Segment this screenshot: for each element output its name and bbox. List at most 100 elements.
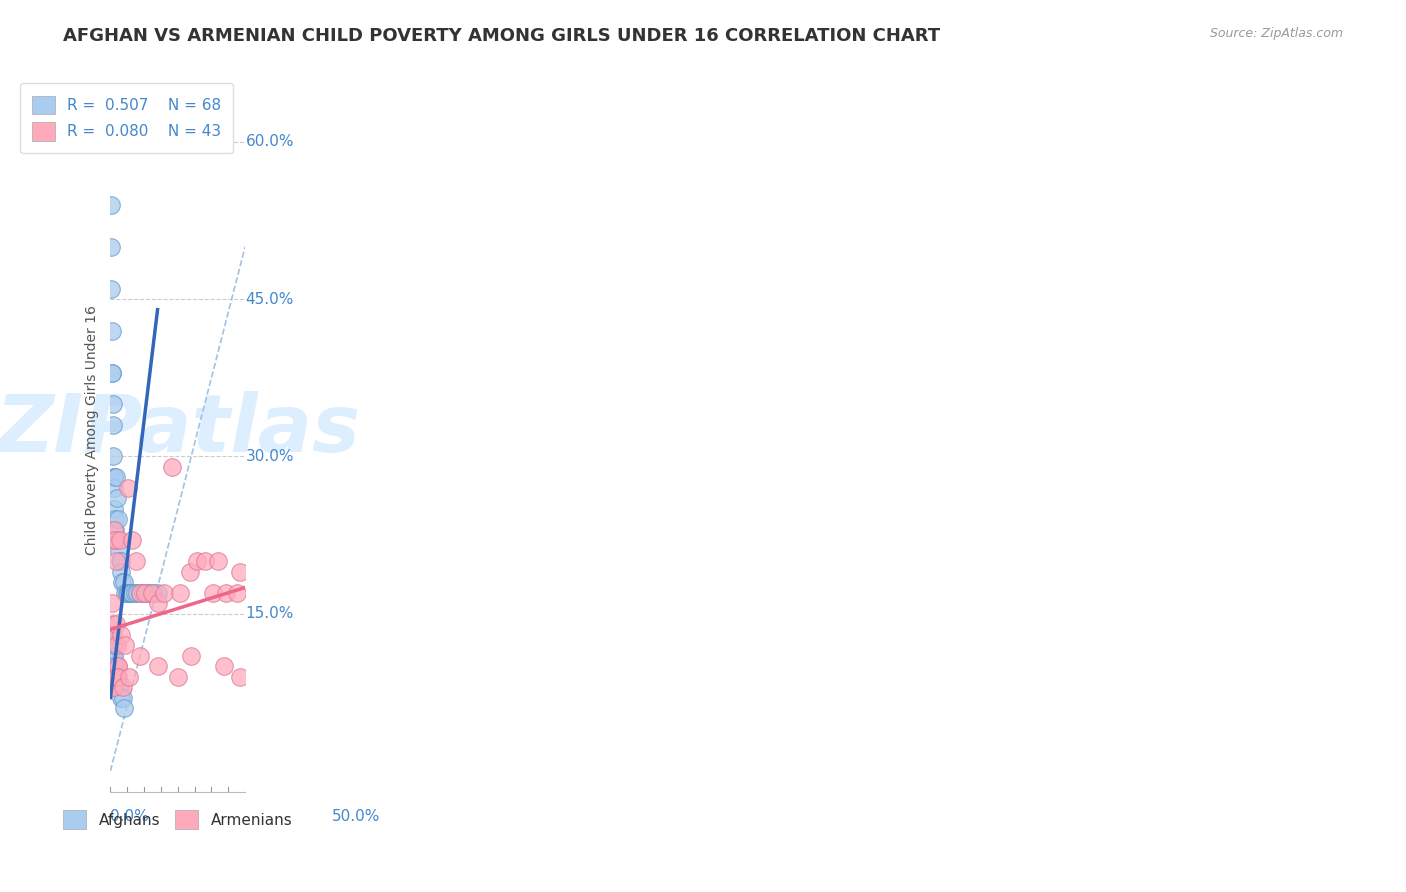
Point	[112, 575, 135, 590]
Point	[108, 533, 131, 548]
Point	[101, 450, 124, 464]
Point	[129, 586, 152, 600]
Text: 45.0%: 45.0%	[246, 292, 294, 307]
Point	[118, 586, 141, 600]
Point	[101, 366, 124, 380]
Point	[103, 501, 125, 516]
Point	[103, 648, 125, 663]
Point	[101, 648, 124, 663]
Point	[110, 628, 132, 642]
Point	[186, 554, 208, 568]
Point	[100, 240, 122, 254]
Point	[169, 586, 191, 600]
Point	[129, 648, 152, 663]
Text: 30.0%: 30.0%	[246, 449, 294, 464]
Point	[111, 575, 134, 590]
Point	[100, 628, 122, 642]
Point	[100, 198, 122, 212]
Point	[104, 659, 127, 673]
Point	[100, 324, 122, 338]
Point	[103, 533, 125, 548]
Point	[101, 628, 124, 642]
Text: AFGHAN VS ARMENIAN CHILD POVERTY AMONG GIRLS UNDER 16 CORRELATION CHART: AFGHAN VS ARMENIAN CHILD POVERTY AMONG G…	[63, 27, 941, 45]
Point	[121, 586, 143, 600]
Point	[104, 533, 127, 548]
Y-axis label: Child Poverty Among Girls Under 16: Child Poverty Among Girls Under 16	[86, 305, 100, 555]
Point	[141, 586, 163, 600]
Point	[101, 628, 124, 642]
Point	[215, 586, 238, 600]
Point	[228, 565, 250, 579]
Point	[201, 586, 224, 600]
Point	[100, 628, 122, 642]
Point	[136, 586, 159, 600]
Point	[107, 512, 129, 526]
Point	[105, 670, 128, 684]
Point	[105, 638, 128, 652]
Point	[212, 659, 235, 673]
Point	[100, 282, 122, 296]
Point	[107, 533, 129, 548]
Point	[100, 638, 122, 652]
Point	[134, 586, 156, 600]
Point	[104, 670, 127, 684]
Point	[127, 586, 149, 600]
Point	[103, 523, 125, 537]
Point	[103, 659, 125, 673]
Text: 15.0%: 15.0%	[246, 607, 294, 621]
Point	[117, 481, 139, 495]
Point	[100, 596, 122, 610]
Point	[134, 586, 156, 600]
Point	[110, 565, 132, 579]
Point	[103, 638, 125, 652]
Point	[100, 638, 122, 652]
Point	[114, 638, 136, 652]
Point	[118, 670, 141, 684]
Text: 0.0%: 0.0%	[111, 809, 149, 824]
Point	[180, 648, 202, 663]
Point	[139, 586, 162, 600]
Point	[146, 586, 169, 600]
Point	[107, 659, 129, 673]
Point	[129, 586, 152, 600]
Point	[105, 617, 128, 632]
Point	[146, 596, 169, 610]
Point	[104, 523, 127, 537]
Point	[121, 533, 143, 548]
Point	[101, 638, 124, 652]
Point	[101, 680, 124, 694]
Point	[108, 680, 131, 694]
Point	[101, 417, 124, 432]
Point	[179, 565, 201, 579]
Point	[104, 533, 127, 548]
Point	[103, 470, 125, 484]
Point	[124, 586, 146, 600]
Point	[101, 397, 124, 411]
Point	[105, 491, 128, 506]
Point	[101, 617, 124, 632]
Point	[101, 366, 124, 380]
Point	[105, 670, 128, 684]
Point	[100, 648, 122, 663]
Point	[166, 670, 188, 684]
Text: 60.0%: 60.0%	[246, 135, 294, 150]
Point	[108, 544, 131, 558]
Legend: Afghans, Armenians: Afghans, Armenians	[58, 804, 298, 835]
Point	[107, 680, 129, 694]
Point	[125, 554, 148, 568]
Point	[120, 586, 142, 600]
Point	[228, 670, 250, 684]
Point	[226, 586, 249, 600]
Point	[146, 659, 169, 673]
Point	[194, 554, 217, 568]
Point	[101, 659, 124, 673]
Point	[115, 586, 138, 600]
Point	[114, 586, 136, 600]
Point	[103, 470, 125, 484]
Text: ZIPatlas: ZIPatlas	[0, 392, 360, 469]
Point	[101, 638, 124, 652]
Point	[162, 459, 184, 474]
Point	[112, 701, 135, 715]
Point	[103, 680, 125, 694]
Point	[111, 680, 134, 694]
